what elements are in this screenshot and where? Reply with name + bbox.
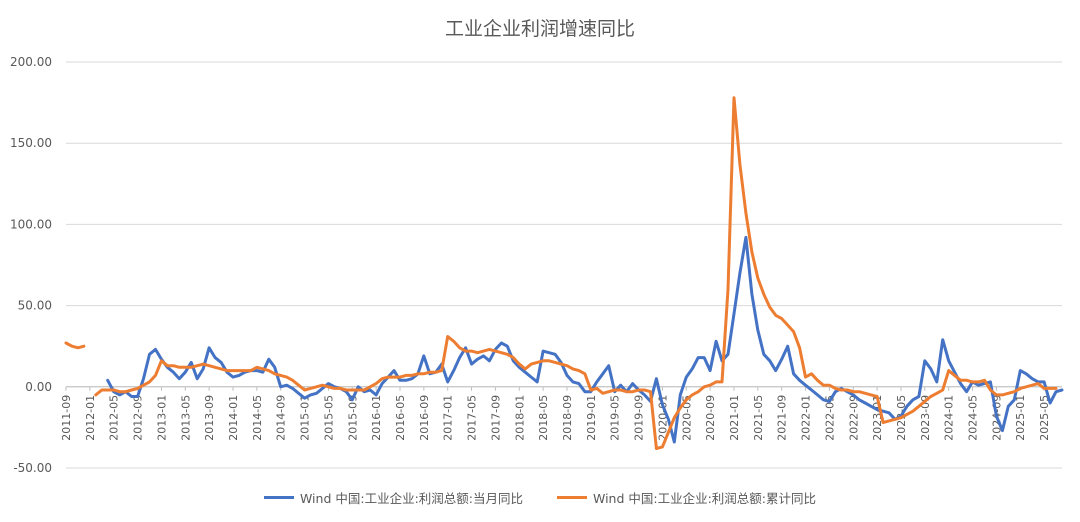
x-tick-label: 2025-01 <box>1014 395 1027 441</box>
x-tick-label: 2019-01 <box>585 395 598 441</box>
x-tick-label: 2011-09 <box>60 395 73 441</box>
x-tick-label: 2020-09 <box>704 395 717 441</box>
legend-swatch-cumulative <box>557 496 587 499</box>
x-tick-label: 2021-09 <box>776 395 789 441</box>
x-tick-label: 2024-05 <box>967 395 980 441</box>
x-tick-label: 2019-09 <box>633 395 646 441</box>
x-tick-label: 2017-05 <box>466 395 479 441</box>
x-tick-label: 2017-09 <box>489 395 502 441</box>
x-tick-label: 2018-09 <box>561 395 574 441</box>
x-tick-label: 2013-01 <box>155 395 168 441</box>
x-tick-label: 2016-09 <box>418 395 431 441</box>
x-tick-label: 2025-05 <box>1038 395 1051 441</box>
x-tick-label: 2013-09 <box>203 395 216 441</box>
y-tick-label: 200.00 <box>10 55 52 69</box>
x-tick-label: 2017-01 <box>442 395 455 441</box>
x-tick-label: 2021-01 <box>728 395 741 441</box>
chart-title: 工业企业利润增速同比 <box>444 18 635 40</box>
legend-swatch-monthly <box>263 496 294 499</box>
x-tick-label: 2012-05 <box>108 395 121 441</box>
series-line-monthly <box>106 235 1064 444</box>
x-tick-label: 2022-09 <box>847 395 860 441</box>
legend-label-monthly: Wind 中国:工业企业:利润总额:当月同比 <box>299 491 523 506</box>
y-tick-label: 50.00 <box>18 299 52 313</box>
y-tick-label: 0.00 <box>25 380 52 394</box>
x-tick-label: 2012-01 <box>84 395 97 441</box>
x-tick-label: 2014-05 <box>251 395 264 441</box>
x-tick-label: 2022-05 <box>823 395 836 441</box>
legend-item-cumulative: Wind 中国:工业企业:利润总额:累计同比 <box>557 488 816 507</box>
y-tick-label: 100.00 <box>10 217 52 231</box>
x-tick-label: 2020-05 <box>680 395 693 441</box>
x-tick-label: 2023-09 <box>919 395 932 441</box>
x-tick-label: 2014-09 <box>275 395 288 441</box>
x-tick-label: 2016-01 <box>370 395 383 441</box>
x-tick-label: 2013-05 <box>179 395 192 441</box>
x-tick-label: 2021-05 <box>752 395 765 441</box>
x-tick-label: 2022-01 <box>800 395 813 441</box>
x-tick-label: 2012-09 <box>132 395 145 441</box>
y-tick-label: -50.00 <box>13 461 52 475</box>
x-tick-label: 2015-01 <box>299 395 312 441</box>
chart-legend: Wind 中国:工业企业:利润总额:当月同比 Wind 中国:工业企业:利润总额… <box>0 488 1080 507</box>
x-tick-label: 2016-05 <box>394 395 407 441</box>
x-tick-label: 2015-05 <box>322 395 335 441</box>
x-tick-label: 2014-01 <box>227 395 240 441</box>
x-tick-label: 2024-01 <box>943 395 956 441</box>
legend-item-monthly: Wind 中国:工业企业:利润总额:当月同比 <box>263 488 523 507</box>
x-tick-label: 2018-05 <box>537 395 550 441</box>
x-tick-label: 2020-01 <box>656 395 669 441</box>
x-tick-label: 2019-05 <box>609 395 622 441</box>
x-tick-label: 2018-01 <box>513 395 526 441</box>
series-line-cumulative <box>64 96 1058 450</box>
x-tick-label: 2015-09 <box>346 395 359 441</box>
y-tick-label: 150.00 <box>10 136 52 150</box>
legend-label-cumulative: Wind 中国:工业企业:利润总额:累计同比 <box>593 491 817 506</box>
